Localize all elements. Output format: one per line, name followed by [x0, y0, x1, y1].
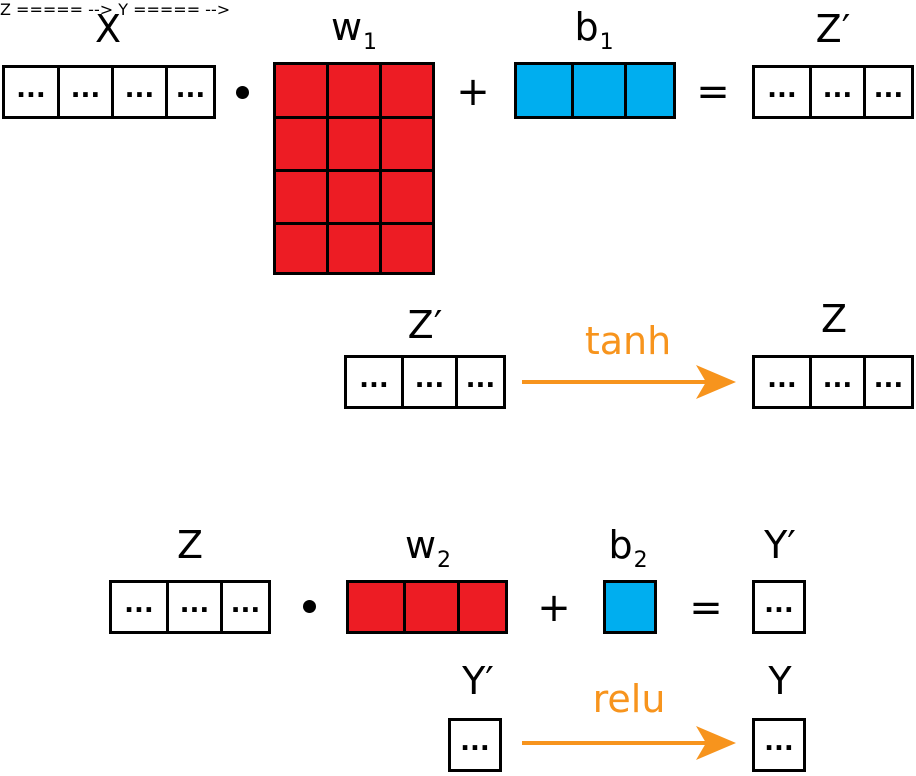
x-cell: ... — [57, 68, 111, 116]
dot-operator-2 — [303, 600, 316, 613]
activation1-input-vector: ... ... ... — [344, 355, 506, 409]
zprime-label: Z′ — [815, 7, 851, 51]
w2-vector — [346, 580, 508, 634]
tanh-arrow — [522, 365, 736, 399]
tanh-function-label: tanh — [584, 319, 672, 363]
x-label: X — [94, 7, 122, 51]
relu-function-label: relu — [592, 677, 666, 721]
equals-operator-2: = — [689, 585, 723, 631]
z-label: Z — [176, 523, 204, 567]
x-cell: ... — [165, 68, 213, 116]
b1-label: b1 — [574, 5, 614, 55]
activation2-output-label: Y — [768, 659, 792, 703]
w2-label: w2 — [404, 523, 452, 573]
equals-operator-1: = — [696, 69, 730, 115]
zprime-vector: ... ... ... — [752, 65, 914, 119]
plus-operator-2: + — [537, 585, 571, 631]
x-vector: ... ... ... ... — [2, 65, 216, 119]
zprime-cell: ... — [767, 74, 797, 104]
z-input-vector: ... ... ... — [109, 580, 271, 634]
activation2-input-vector: ... — [448, 718, 502, 772]
yprime-vector: ... — [752, 580, 806, 634]
plus-operator-1: + — [456, 69, 490, 115]
yprime-label: Y′ — [764, 523, 796, 567]
zprime-cell: ... — [863, 68, 911, 116]
zprime-cell: ... — [809, 68, 863, 116]
w1-label: w1 — [330, 5, 378, 55]
b2-label: b2 — [608, 523, 648, 573]
w1-matrix — [273, 62, 435, 275]
b2-vector — [603, 580, 657, 634]
x-cell: ... — [16, 74, 46, 104]
z-vector: ... ... ... — [752, 355, 914, 409]
activation1-input-label: Z′ — [407, 303, 443, 347]
y-vector: ... — [752, 718, 806, 772]
relu-arrow — [522, 726, 736, 760]
dot-operator-1 — [236, 86, 249, 99]
activation2-input-label: Y′ — [462, 659, 494, 703]
x-cell: ... — [111, 68, 165, 116]
activation1-output-label: Z — [820, 297, 848, 341]
b1-vector — [514, 62, 676, 119]
